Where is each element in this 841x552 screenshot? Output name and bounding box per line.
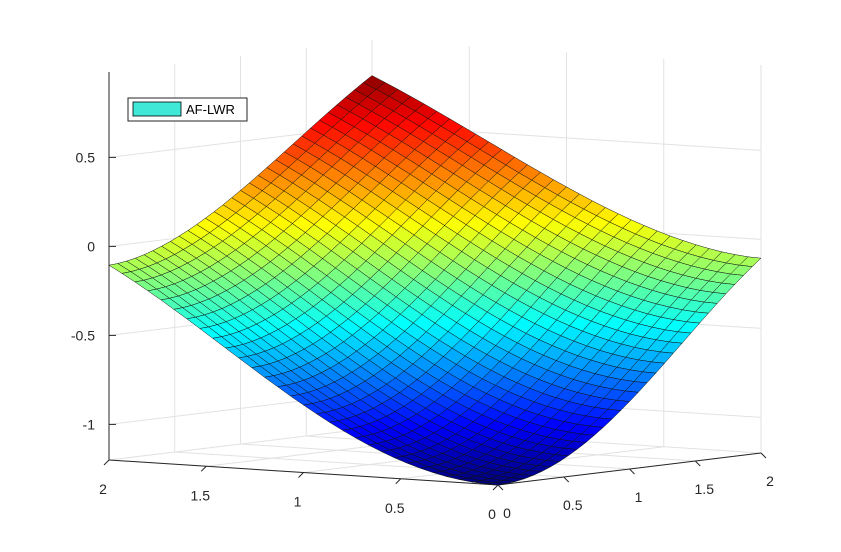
- x-tick-mark: [103, 459, 110, 466]
- legend-swatch: [132, 101, 182, 117]
- y-tick-label: 0.5: [563, 497, 583, 513]
- legend: AF-LWR: [127, 97, 248, 122]
- z-tick-label: 0.5: [76, 149, 96, 165]
- x-tick-label: 0: [488, 506, 496, 522]
- x-tick-mark: [200, 465, 207, 472]
- y-tick-label: 1: [635, 489, 643, 505]
- x-tick-mark: [298, 472, 304, 478]
- y-tick-mark: [760, 452, 767, 459]
- z-tick-label: -0.5: [71, 327, 95, 343]
- tick-layer: -1 -0.5 0 0.5 0 0.5 1 1.5 2 0 0.5 1 1.5 2: [71, 149, 774, 522]
- x-tick-label: 2: [99, 481, 107, 497]
- y-tick-mark: [563, 476, 570, 483]
- x-tick-label: 1: [294, 494, 302, 510]
- x-tick-label: 1.5: [191, 487, 211, 503]
- y-tick-label: 2: [766, 473, 774, 489]
- surface-patch: [484, 482, 508, 486]
- y-tick-label: 0: [503, 505, 511, 521]
- z-tick-label: -1: [83, 416, 96, 432]
- y-tick-mark: [694, 460, 701, 467]
- y-tick-mark: [629, 468, 635, 475]
- x-tick-mark: [492, 484, 499, 491]
- y-tick-mark: [497, 484, 504, 491]
- legend-label: AF-LWR: [186, 102, 235, 117]
- x-tick-mark: [395, 478, 402, 485]
- y-tick-label: 1.5: [695, 481, 715, 497]
- z-tick-label: 0: [87, 238, 95, 254]
- surface-layer: [108, 75, 762, 486]
- x-tick-label: 0.5: [385, 500, 405, 516]
